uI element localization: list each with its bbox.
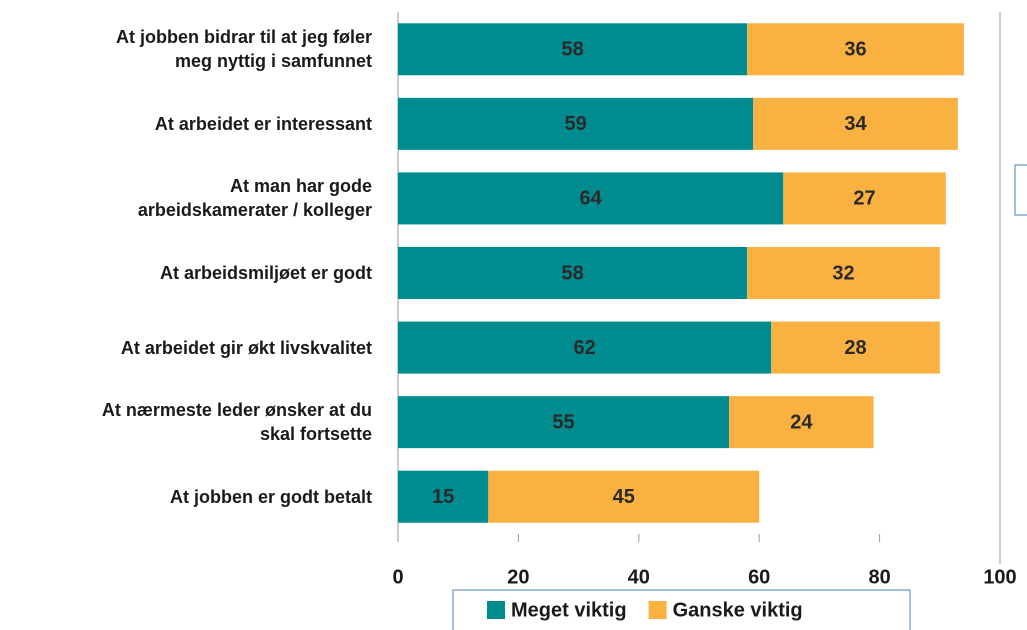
x-tick-label: 40 [628,566,650,588]
category-label: At arbeidet er interessant [154,113,372,134]
bar-segment [398,247,748,299]
data-label: 36 [844,39,866,61]
bar-segment [753,97,958,150]
data-label: 34 [844,113,867,135]
legend-label: Meget viktig [511,599,627,621]
bar-segment [398,97,754,150]
data-label: 55 [552,411,574,433]
data-label: 24 [790,411,813,433]
data-label: 28 [844,337,866,359]
x-tick-label: 0 [392,566,403,588]
category-label: At jobben bidrar til at jeg føler meg ny… [115,27,372,72]
data-label: 45 [613,486,635,508]
bar-segment [771,321,940,374]
legend-box [452,589,911,630]
category-label: At arbeidet gir økt livskvalitet [120,337,372,358]
data-label: 62 [573,337,595,359]
category-label: At arbeidsmiljøet er godt [159,263,372,283]
x-tick-label: 60 [748,566,770,588]
category-label: At nærmeste leder ønsker at du skal fort… [101,400,372,445]
x-tick-label: 80 [868,566,890,588]
legend-swatch [648,601,667,619]
bar-segment [398,321,772,374]
legend-artifact [1014,164,1027,216]
data-label: 27 [853,188,875,210]
data-label: 58 [561,262,583,284]
bar-segment [398,23,748,76]
legend: Meget viktig Ganske viktig [452,589,911,630]
data-label: 59 [564,113,586,135]
category-label: At jobben er godt betalt [170,486,372,507]
bar-segment [729,396,874,449]
data-label: 58 [561,39,583,61]
x-tick-label: 20 [507,566,529,588]
bar-segment [747,23,964,76]
x-tick-label: 100 [983,566,1016,588]
bar-segment [488,470,760,523]
data-label: 15 [432,486,454,508]
legend-label: Ganske viktig [673,599,803,621]
bar-segment [747,247,940,299]
data-label: 32 [832,262,854,284]
category-label: At man har gode arbeidskamerater / kolle… [137,176,372,221]
legend-swatch [487,601,505,619]
bar-segment [783,172,946,225]
bar-segment [398,470,489,523]
bar-segment [398,396,730,449]
bar-segment [398,172,784,225]
data-label: 64 [580,188,603,210]
